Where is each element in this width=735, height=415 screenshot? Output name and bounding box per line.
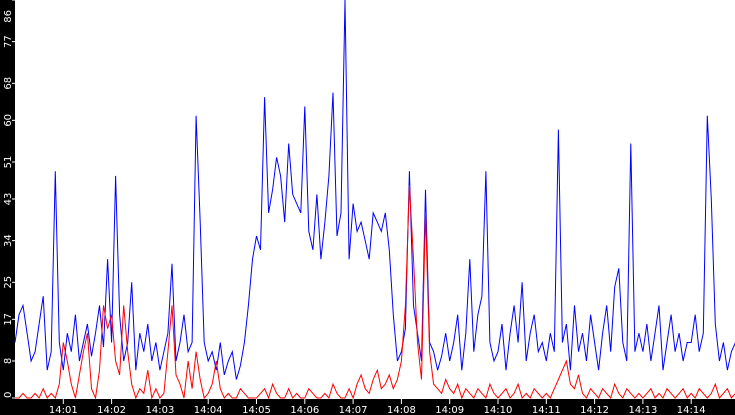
x-tick-label: 14:06 [290, 405, 319, 415]
y-tick-label: 77 [3, 35, 14, 48]
y-axis-strip [0, 0, 15, 415]
series-line-blue [14, 0, 735, 380]
series-line-red [15, 185, 735, 400]
x-tick-label: 14:12 [580, 405, 609, 415]
x-tick-label: 14:09 [435, 405, 464, 415]
x-tick-label: 14:02 [97, 405, 126, 415]
x-tick-label: 14:05 [242, 405, 271, 415]
axis-layer: 0 8 17 25 34 43 51 60 68 77 86 14:01 14:02 14:03 14:04… [3, 0, 706, 415]
x-tick-label: 14:14 [677, 405, 706, 415]
y-tick-label: 68 [3, 77, 14, 90]
x-axis-strip [0, 399, 735, 415]
y-tick-label: 17 [3, 313, 14, 326]
x-tick-label: 14:03 [145, 405, 174, 415]
x-tick-label: 14:11 [532, 405, 561, 415]
y-tick-label: 43 [3, 193, 14, 206]
y-tick-label: 60 [3, 114, 14, 127]
y-tick-label: 51 [3, 156, 14, 169]
x-tick-label: 14:10 [484, 405, 513, 415]
y-tick-label: 86 [3, 10, 14, 23]
y-tick-label: 0 [3, 392, 14, 398]
x-tick-label: 14:08 [387, 405, 416, 415]
x-tick-label: 14:13 [628, 405, 657, 415]
y-tick-label: 25 [3, 276, 14, 289]
y-tick-label: 8 [3, 358, 14, 364]
x-tick-label: 14:04 [194, 405, 223, 415]
series-layer [14, 0, 735, 400]
x-tick-label: 14:01 [49, 405, 78, 415]
y-tick-label: 34 [3, 234, 14, 247]
x-tick-label: 14:07 [339, 405, 368, 415]
